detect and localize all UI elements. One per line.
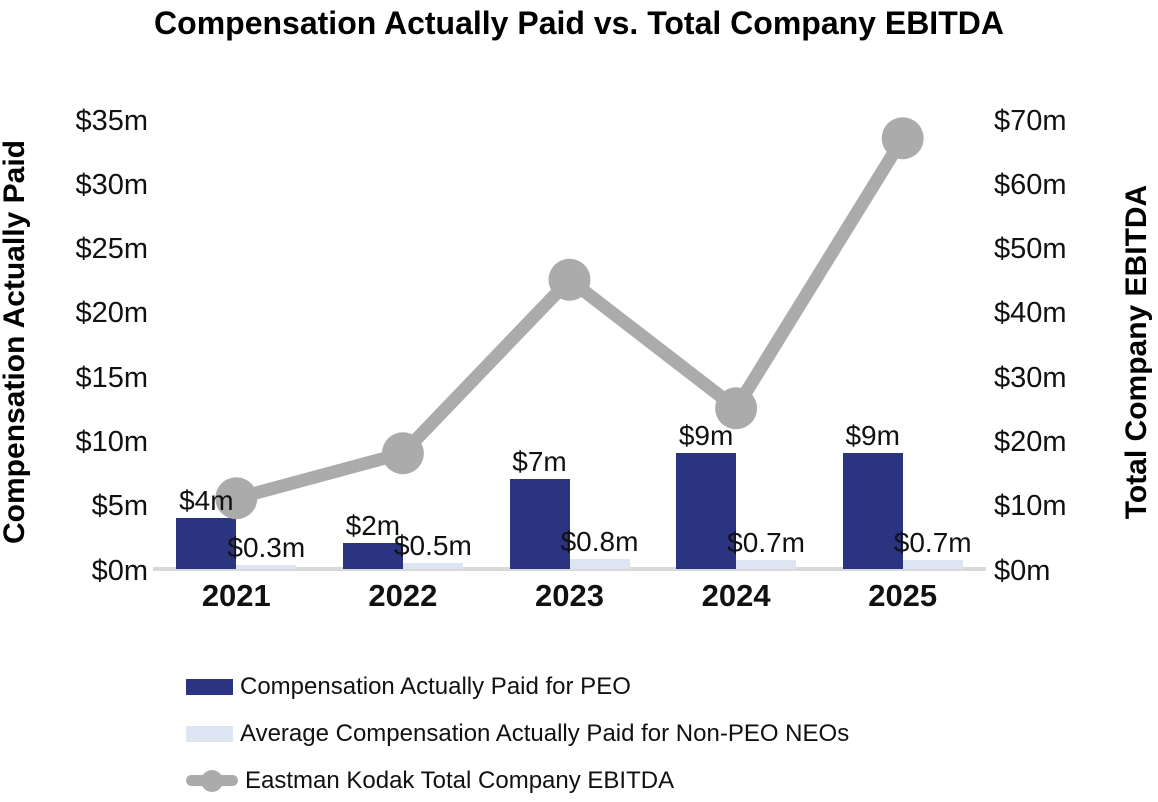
ebitda-marker (715, 387, 758, 430)
bar-value-label: $9m (845, 420, 900, 452)
ebitda-marker (548, 258, 591, 301)
neo-bar (902, 560, 963, 569)
y-tick-label-right: $10m (994, 490, 1067, 523)
legend-swatch-peo-bar (186, 678, 233, 695)
y-tick-label-left: $0m (91, 554, 148, 587)
y-tick-label-left: $25m (75, 233, 148, 266)
legend-row: Eastman Kodak Total Company EBITDA (186, 757, 849, 802)
peo-bar (176, 517, 237, 569)
y-tick-label-left: $30m (75, 168, 148, 201)
y-tick-label-left: $20m (75, 297, 148, 330)
peo-bar (676, 453, 737, 569)
chart-title: Compensation Actually Paid vs. Total Com… (154, 5, 1004, 41)
y-tick-label-left: $10m (75, 425, 148, 458)
y-tick-label-right: $50m (994, 233, 1067, 266)
y-tick-label-right: $60m (994, 168, 1067, 201)
bar-value-label: $9m (678, 420, 734, 452)
peo-bar (342, 543, 403, 569)
y-tick-label-right: $20m (994, 425, 1067, 458)
bar-value-label: $0.7m (893, 527, 972, 558)
y-tick-label-right: $30m (994, 361, 1067, 394)
peo-bar (842, 453, 903, 569)
legend-label: Eastman Kodak Total Company EBITDA (245, 766, 675, 794)
legend-line-marker-icon (201, 769, 223, 792)
bar-value-label: $0.8m (560, 525, 639, 557)
x-category-label: 2024 (701, 578, 771, 613)
y-tick-label-right: $0m (994, 554, 1051, 587)
ebitda-marker (215, 477, 258, 520)
legend: Compensation Actually Paid for PEO Averag… (186, 663, 849, 802)
x-axis-baseline (153, 567, 986, 571)
legend-row: Compensation Actually Paid for PEO (186, 663, 849, 710)
ebitda-line (234, 134, 909, 505)
legend-label: Average Compensation Actually Paid for N… (240, 719, 850, 747)
y-tick-label-right: $40m (994, 297, 1067, 330)
neo-bar (736, 560, 797, 569)
bar-value-label: $0.3m (227, 532, 306, 564)
y-tick-label-left: $15m (75, 361, 148, 394)
neo-bar (402, 562, 463, 569)
neo-bar (236, 565, 297, 569)
ebitda-marker (381, 432, 424, 475)
legend-swatch-neo-bar (186, 725, 233, 742)
x-category-label: 2023 (535, 578, 604, 613)
x-category-label: 2025 (868, 578, 938, 613)
peo-bar (509, 479, 570, 569)
legend-row: Average Compensation Actually Paid for N… (186, 710, 849, 757)
y-tick-label-left: $35m (75, 104, 148, 137)
neo-bar (569, 558, 630, 569)
x-category-label: 2022 (368, 578, 438, 613)
bar-value-label: $7m (512, 446, 567, 477)
bar-value-label: $4m (179, 484, 234, 516)
bar-value-label: $2m (345, 510, 401, 542)
bar-value-label: $0.7m (727, 527, 806, 558)
y-tick-label-right: $70m (994, 104, 1067, 137)
y-tick-label-left: $5m (91, 490, 148, 523)
legend-swatch-line (186, 769, 238, 792)
ebitda-marker (881, 117, 924, 160)
x-category-label: 2021 (201, 578, 271, 613)
bar-value-label: $0.5m (393, 529, 472, 561)
legend-label: Compensation Actually Paid for PEO (240, 672, 631, 700)
